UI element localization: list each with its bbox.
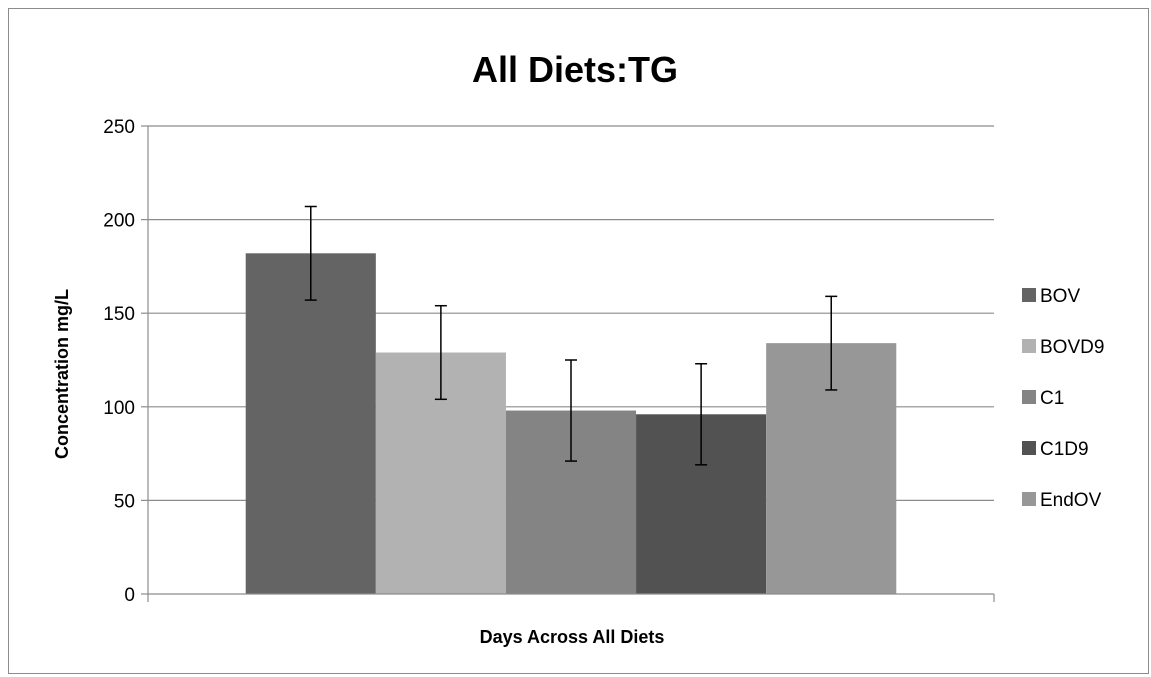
- legend-swatch-endov: [1022, 492, 1036, 506]
- y-tick-label: 250: [103, 117, 135, 138]
- y-tick-label: 0: [124, 585, 135, 606]
- y-tick-label: 100: [103, 398, 135, 419]
- legend-label-bov: BOV: [1040, 286, 1080, 307]
- bar-bov: [245, 253, 376, 594]
- y-tick-label: 150: [103, 304, 135, 325]
- x-axis-title: Days Across All Diets: [480, 627, 665, 647]
- bars: [245, 205, 897, 594]
- y-tick-label: 50: [114, 491, 135, 512]
- legend-label-c1: C1: [1040, 388, 1064, 409]
- chart-title: All Diets:TG: [472, 49, 678, 90]
- legend-label-bovd9: BOVD9: [1040, 337, 1104, 358]
- legend-swatch-bovd9: [1022, 339, 1036, 353]
- legend: BOV BOVD9 C1 C1D9 EndOV: [1022, 286, 1104, 511]
- axes: 0 50 100 150 200 250: [103, 117, 995, 606]
- legend-swatch-c1d9: [1022, 441, 1036, 455]
- legend-label-c1d9: C1D9: [1040, 439, 1089, 460]
- y-tick-label: 200: [103, 211, 135, 232]
- legend-label-endov: EndOV: [1040, 490, 1102, 511]
- legend-swatch-c1: [1022, 390, 1036, 404]
- legend-swatch-bov: [1022, 288, 1036, 302]
- y-axis-title: Concentration mg/L: [52, 289, 72, 459]
